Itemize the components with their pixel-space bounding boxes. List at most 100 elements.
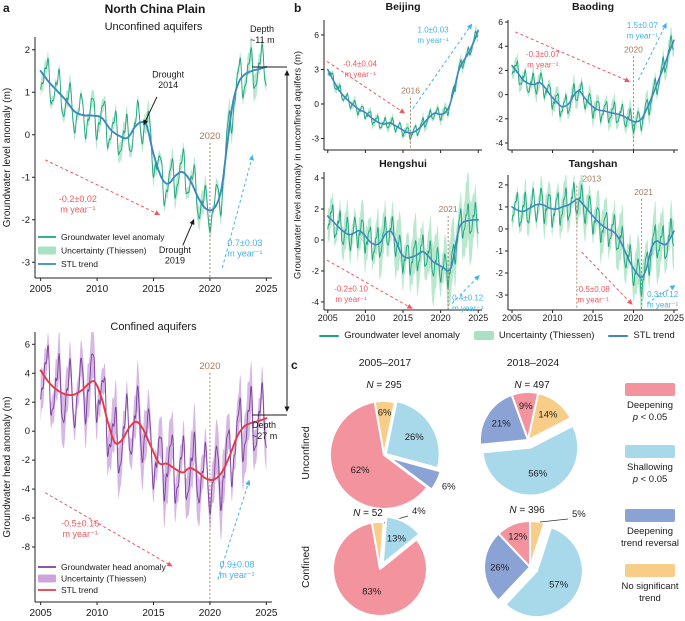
svg-text:-0.3±0.07: -0.3±0.07 bbox=[526, 50, 560, 59]
svg-text:2020: 2020 bbox=[199, 131, 220, 142]
svg-text:-3: -3 bbox=[311, 133, 319, 143]
legend-item-anomaly: Groundwater level anomaly bbox=[319, 330, 460, 341]
svg-text:1.5±0.07: 1.5±0.07 bbox=[627, 21, 659, 30]
no-trend-swatch bbox=[625, 564, 675, 577]
svg-text:57%: 57% bbox=[549, 579, 569, 590]
svg-text:5%: 5% bbox=[572, 509, 586, 520]
chart-ncp-unconfined: 2020 2 1 0 -1 -2 -3 2005 2010 2015 2020 2025 Unconfi… bbox=[2, 21, 278, 295]
svg-text:m year⁻¹: m year⁻¹ bbox=[344, 70, 376, 79]
svg-text:-1: -1 bbox=[22, 172, 30, 183]
svg-text:-2: -2 bbox=[22, 215, 30, 226]
svg-text:-3: -3 bbox=[495, 290, 503, 300]
svg-text:62%: 62% bbox=[351, 465, 371, 476]
svg-text:26%: 26% bbox=[405, 432, 425, 443]
svg-text:2013: 2013 bbox=[582, 174, 601, 184]
svg-text:m year⁻¹: m year⁻¹ bbox=[60, 204, 95, 214]
svg-text:2005: 2005 bbox=[318, 313, 338, 323]
legend-label: Groundwater level anomaly bbox=[344, 330, 460, 341]
legend-item-stl-trend: STL trend bbox=[608, 330, 675, 341]
legend-item-uncertainty: Uncertainty (Thiessen) bbox=[473, 330, 595, 341]
svg-text:2015: 2015 bbox=[142, 608, 165, 619]
svg-text:-0.2±0.10: -0.2±0.10 bbox=[334, 284, 368, 293]
svg-text:2: 2 bbox=[25, 45, 30, 56]
svg-text:2020: 2020 bbox=[199, 361, 220, 372]
svg-text:13%: 13% bbox=[387, 533, 407, 544]
svg-text:2020: 2020 bbox=[624, 44, 643, 54]
svg-text:4: 4 bbox=[498, 41, 503, 51]
svg-text:Uncertainty (Thiessen): Uncertainty (Thiessen) bbox=[61, 574, 147, 584]
svg-text:STL trend: STL trend bbox=[61, 259, 98, 269]
legend-line2: trend bbox=[639, 593, 661, 604]
svg-text:2021: 2021 bbox=[439, 204, 458, 214]
svg-text:0: 0 bbox=[25, 130, 30, 141]
pie-confined-2005-2017: N = 52 4% 13% 83% bbox=[332, 506, 428, 617]
svg-text:6: 6 bbox=[25, 339, 30, 350]
svg-text:2: 2 bbox=[498, 65, 503, 75]
legend-line1: Deepening bbox=[627, 400, 673, 411]
legend-shallowing: Shallowing p < 0.05 bbox=[615, 445, 685, 486]
uncertainty-band-swatch bbox=[473, 331, 494, 340]
legend-label: STL trend bbox=[633, 330, 675, 341]
svg-text:m year⁻¹: m year⁻¹ bbox=[452, 304, 484, 313]
svg-text:56%: 56% bbox=[528, 469, 548, 480]
svg-text:2005: 2005 bbox=[502, 313, 522, 323]
svg-text:0: 0 bbox=[314, 99, 319, 109]
svg-text:N = 497: N = 497 bbox=[514, 380, 550, 391]
period-title-2018-2024: 2018–2024 bbox=[506, 357, 560, 369]
svg-text:2021: 2021 bbox=[634, 187, 653, 197]
svg-text:2020: 2020 bbox=[199, 284, 222, 295]
legend-deepening: Deepening p < 0.05 bbox=[615, 383, 685, 424]
svg-text:Uncertainty (Thiessen): Uncertainty (Thiessen) bbox=[61, 246, 147, 256]
svg-text:4: 4 bbox=[314, 173, 319, 183]
svg-text:-0.5±0.16: -0.5±0.16 bbox=[61, 519, 99, 529]
svg-text:2014: 2014 bbox=[158, 80, 178, 90]
svg-text:m year⁻¹: m year⁻¹ bbox=[577, 296, 609, 305]
svg-text:-2: -2 bbox=[495, 268, 503, 278]
svg-text:2019: 2019 bbox=[165, 255, 185, 265]
svg-text:2025: 2025 bbox=[255, 608, 278, 619]
legend-line1: Shallowing bbox=[627, 462, 673, 473]
svg-text:-1: -1 bbox=[495, 246, 503, 256]
svg-text:-8: -8 bbox=[22, 542, 30, 553]
legend-no-significant-trend: No significant trend bbox=[615, 564, 685, 605]
svg-text:-6: -6 bbox=[22, 513, 30, 524]
svg-text:-0.4±0.04: -0.4±0.04 bbox=[343, 59, 377, 68]
svg-text:m year⁻¹: m year⁻¹ bbox=[647, 301, 679, 310]
svg-text:-0.5±0.08: -0.5±0.08 bbox=[576, 285, 610, 294]
svg-text:6%: 6% bbox=[442, 482, 456, 493]
svg-text:N = 396: N = 396 bbox=[509, 505, 545, 516]
depth-annotation-confined: Depth ~27 m bbox=[252, 420, 278, 441]
svg-text:m year⁻¹: m year⁻¹ bbox=[63, 529, 98, 539]
svg-text:2010: 2010 bbox=[86, 284, 109, 295]
stl-trend-line-swatch bbox=[608, 334, 629, 337]
svg-text:0.9±0.08: 0.9±0.08 bbox=[220, 559, 255, 569]
legend-line2: p < 0.05 bbox=[632, 412, 668, 423]
svg-text:Groundwater head anomaly (m): Groundwater head anomaly (m) bbox=[2, 396, 13, 537]
legend-line2: trend reversal bbox=[620, 538, 680, 549]
svg-text:6: 6 bbox=[314, 30, 319, 40]
panel-b-label: b bbox=[294, 1, 302, 15]
svg-text:0: 0 bbox=[25, 426, 30, 437]
chart-baoding: 2020 6 4 2 0 -2 -4 Baoding -0.3±0.07 m year⁻¹ 1.5±… bbox=[495, 1, 678, 153]
svg-text:m year⁻¹: m year⁻¹ bbox=[227, 249, 262, 259]
svg-text:1: 1 bbox=[25, 87, 30, 98]
anomaly-line-swatch bbox=[319, 334, 340, 337]
panel-b-y-axis-label: Groundwater level anomaly in unconfined … bbox=[292, 50, 304, 280]
legend-label: Uncertainty (Thiessen) bbox=[498, 330, 595, 341]
svg-text:2: 2 bbox=[498, 180, 503, 190]
svg-text:Drought: Drought bbox=[152, 69, 185, 79]
pie-unconfined-2005-2017: N = 295 6% 26% 6% 62% bbox=[329, 380, 456, 510]
chart-tangshan: 2013 2021 2 1 0 -1 -2 -3 2005 2010 2015 2020 2025 Tan… bbox=[495, 158, 684, 323]
legend-line1: Deepening bbox=[627, 526, 673, 537]
svg-text:26%: 26% bbox=[490, 563, 510, 574]
svg-text:0: 0 bbox=[498, 90, 503, 100]
chart-ncp-confined: 2020 6 4 2 0 -2 -4 -6 -8 2005 2010 2015 2020 2025 Conf… bbox=[2, 321, 278, 619]
svg-text:21%: 21% bbox=[492, 419, 512, 430]
chart-hengshui: 2021 4 2 0 -2 -4 2005 2010 2015 2020 2025 Hengshui -… bbox=[311, 158, 488, 323]
svg-text:1.0±0.03: 1.0±0.03 bbox=[418, 26, 450, 35]
depth-annotation-unconfined: Depth ~11 m bbox=[250, 24, 275, 45]
svg-text:2: 2 bbox=[25, 397, 30, 408]
shallowing-swatch bbox=[625, 445, 675, 458]
